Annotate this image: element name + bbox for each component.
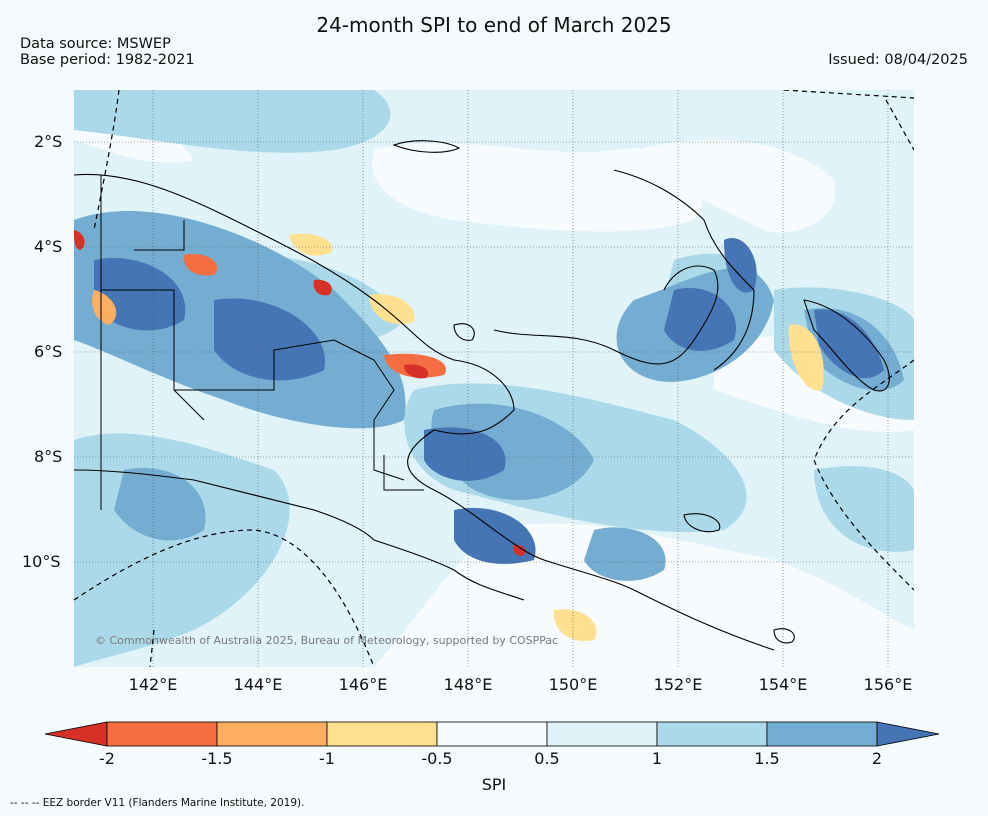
colorbar-label: SPI	[481, 775, 507, 794]
colorbar-segment	[766, 721, 878, 747]
lon-label: 150°E	[548, 675, 598, 694]
colorbar-segment	[106, 721, 218, 747]
eez-footnote: -- -- -- EEZ border V11 (Flanders Marine…	[10, 797, 305, 809]
colorbar-tick: 0.5	[534, 749, 560, 768]
base-period: Base period: 1982-2021	[20, 52, 195, 68]
spi-map	[74, 90, 914, 667]
colorbar-extend-high	[876, 721, 940, 747]
colorbar-extend-low	[44, 721, 108, 747]
lon-label: 152°E	[653, 675, 703, 694]
colorbar-tick: 1	[651, 749, 663, 768]
map-title: 24-month SPI to end of March 2025	[316, 13, 672, 37]
colorbar	[44, 721, 940, 747]
colorbar-tick: -1.5	[201, 749, 233, 768]
map-canvas	[74, 90, 914, 667]
colorbar-segments	[44, 721, 940, 747]
lon-label: 156°E	[863, 675, 913, 694]
colorbar-segment	[436, 721, 548, 747]
colorbar-segment	[326, 721, 438, 747]
data-source: Data source: MSWEP	[20, 36, 171, 52]
lat-label: 8°S	[34, 447, 63, 466]
eez-border	[74, 90, 914, 667]
colorbar-tick: 2	[871, 749, 883, 768]
country-borders	[100, 175, 424, 510]
lat-label: 10°S	[22, 552, 61, 571]
colorbar-segment	[546, 721, 658, 747]
colorbar-segment	[216, 721, 328, 747]
extremely-wet-areas	[94, 238, 884, 564]
lon-label: 144°E	[233, 675, 283, 694]
lon-label: 154°E	[758, 675, 808, 694]
lon-label: 146°E	[338, 675, 388, 694]
lat-label: 4°S	[34, 237, 63, 256]
dry-areas	[74, 230, 824, 641]
issued-date: Issued: 08/04/2025	[828, 52, 968, 68]
colorbar-tick: -0.5	[421, 749, 453, 768]
lat-label: 2°S	[34, 132, 63, 151]
credit-text: © Commonwealth of Australia 2025, Bureau…	[95, 634, 559, 647]
coastlines	[74, 140, 890, 651]
colorbar-tick: 1.5	[754, 749, 780, 768]
colorbar-segment	[656, 721, 768, 747]
lon-label: 148°E	[443, 675, 493, 694]
colorbar-tick: -2	[99, 749, 115, 768]
lon-label: 142°E	[128, 675, 178, 694]
colorbar-tick: -1	[319, 749, 335, 768]
metadata-block: Data source: MSWEP Base period: 1982-202…	[20, 36, 195, 68]
lat-label: 6°S	[34, 342, 63, 361]
